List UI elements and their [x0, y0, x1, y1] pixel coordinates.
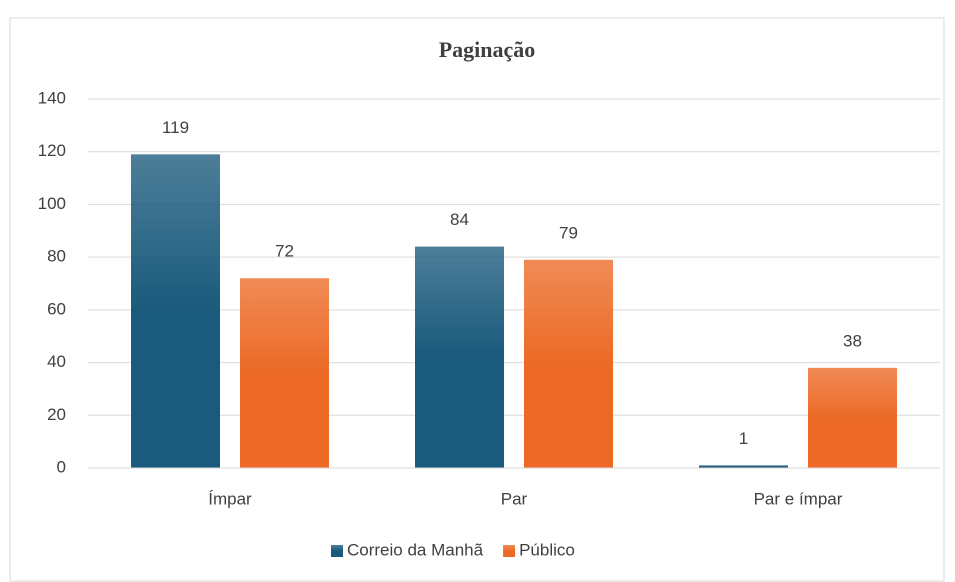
data-label: 38 [843, 331, 862, 350]
data-label: 84 [450, 210, 469, 229]
bar [415, 246, 504, 468]
x-tick-label: Par e ímpar [754, 489, 843, 508]
y-tick-label: 100 [38, 194, 66, 213]
y-tick-label: 20 [47, 405, 66, 424]
data-label: 79 [559, 223, 578, 242]
bar [240, 278, 329, 468]
legend-swatch [331, 545, 343, 557]
data-label: 72 [275, 242, 294, 261]
bar [524, 259, 613, 468]
chart-title: Paginação [439, 37, 536, 62]
bar [808, 367, 897, 468]
y-tick-label: 140 [38, 88, 66, 107]
y-tick-label: 120 [38, 141, 66, 160]
y-tick-label: 40 [47, 352, 66, 371]
y-tick-label: 60 [47, 299, 66, 318]
y-tick-label: 80 [47, 247, 66, 266]
bar [131, 154, 220, 468]
x-tick-label: Par [501, 489, 528, 508]
legend-swatch [503, 545, 516, 557]
data-label: 119 [162, 118, 189, 137]
legend-label: Público [519, 540, 575, 559]
legend-label: Correio da Manhã [347, 540, 484, 559]
bar [699, 465, 788, 468]
y-tick-label: 0 [57, 457, 66, 476]
data-label: 1 [739, 429, 748, 448]
x-tick-label: Ímpar [208, 489, 252, 508]
